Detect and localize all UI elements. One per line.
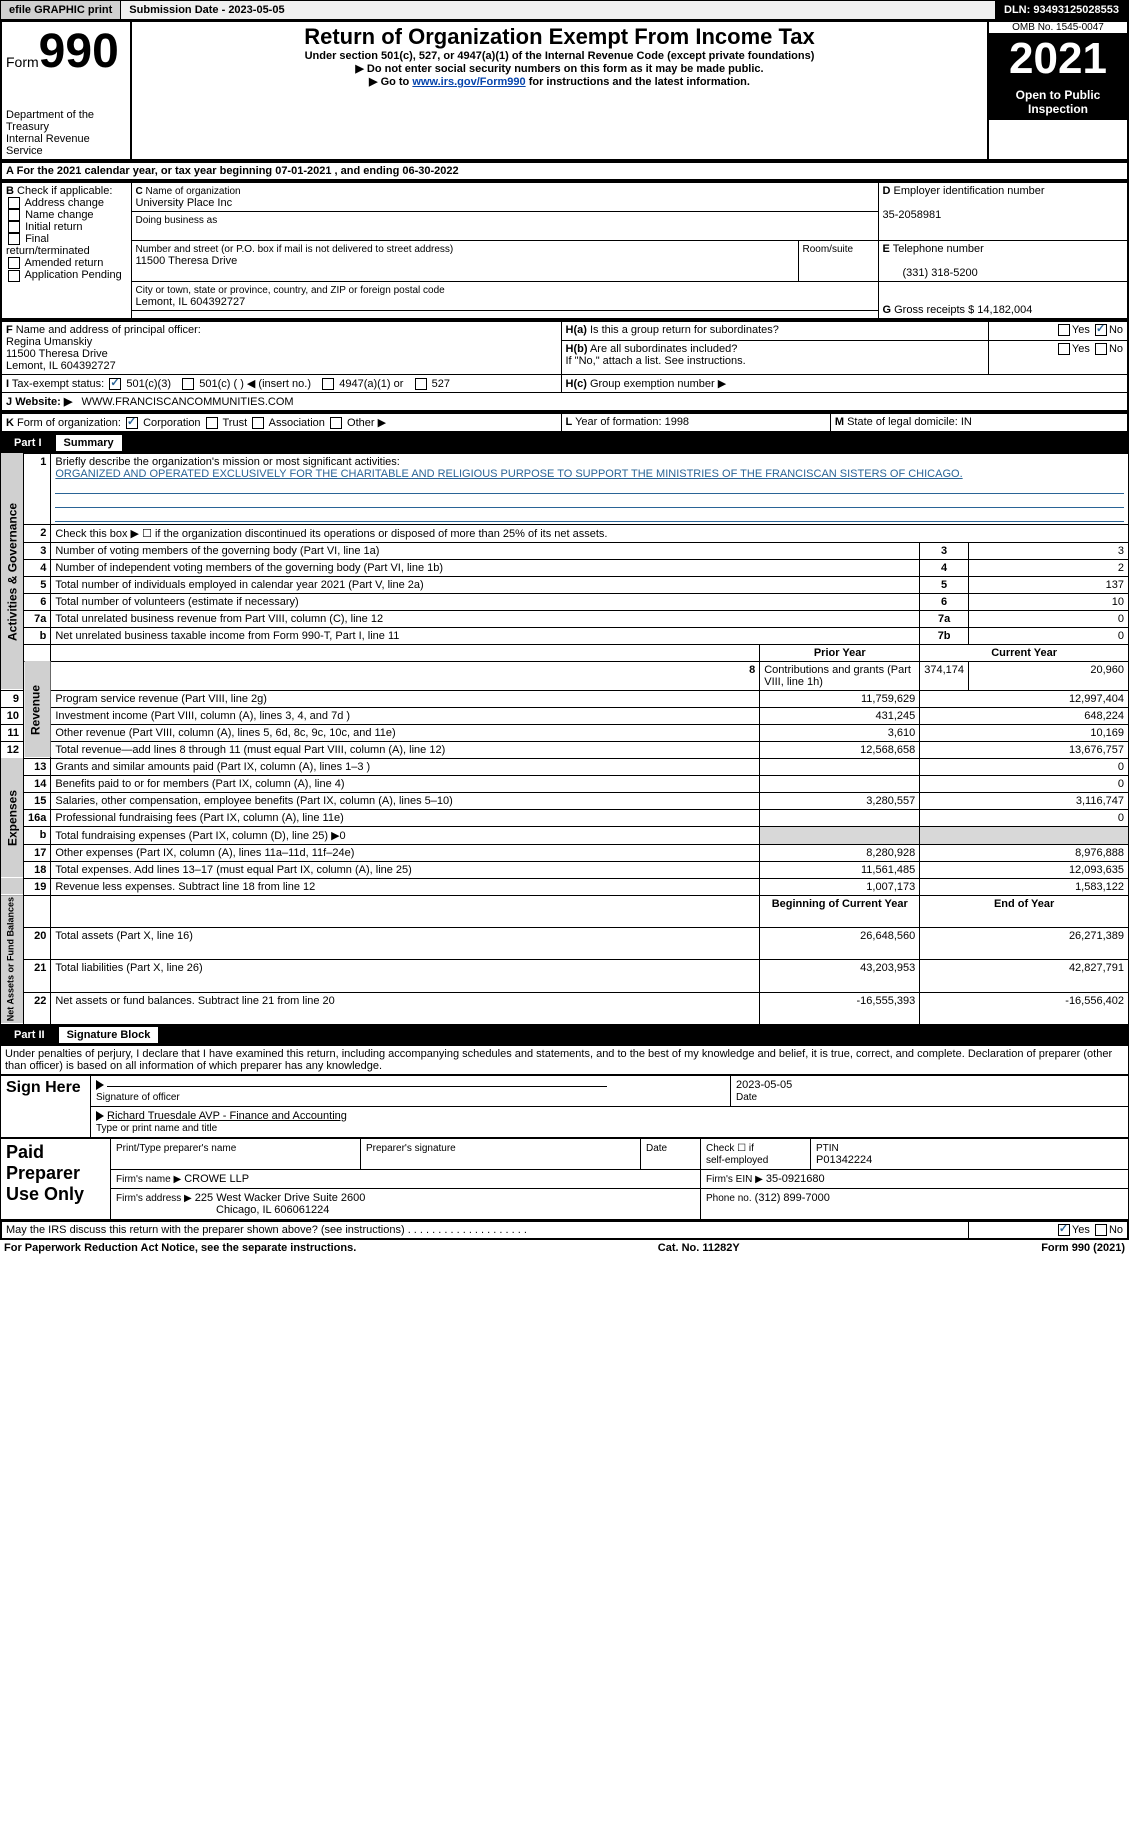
triangle-icon (96, 1080, 104, 1090)
chk-hb-yes[interactable] (1058, 343, 1070, 355)
chk-501c[interactable] (182, 378, 194, 390)
chk-assoc[interactable] (252, 417, 264, 429)
chk-ha-yes[interactable] (1058, 324, 1070, 336)
firm-ein: 35-0921680 (766, 1173, 825, 1185)
officer-addr1: 11500 Theresa Drive (6, 348, 108, 360)
website: WWW.FRANCISCANCOMMUNITIES.COM (82, 396, 294, 408)
page-footer: For Paperwork Reduction Act Notice, see … (0, 1240, 1129, 1256)
chk-501c3[interactable] (109, 378, 121, 390)
perjury-declaration: Under penalties of perjury, I declare th… (0, 1045, 1129, 1075)
paid-preparer-label: Paid Preparer Use Only (1, 1138, 111, 1219)
chk-ha-no[interactable] (1095, 324, 1107, 336)
chk-address-change[interactable] (8, 197, 20, 209)
dln-number: DLN: 93493125028553 (996, 1, 1128, 19)
officer-addr2: Lemont, IL 604392727 (6, 360, 116, 372)
firm-addr1: 225 West Wacker Drive Suite 2600 (195, 1192, 366, 1204)
dept-treasury: Department of the Treasury (6, 109, 126, 133)
ptin: P01342224 (816, 1154, 872, 1166)
discuss-question: May the IRS discuss this return with the… (1, 1221, 968, 1239)
open-to-public: Open to Public Inspection (989, 84, 1127, 120)
form-word: Form (6, 54, 39, 70)
part2-header: Part IISignature Block (0, 1025, 1129, 1045)
chk-initial-return[interactable] (8, 221, 20, 233)
sign-date: 2023-05-05 (736, 1079, 792, 1091)
chk-hb-no[interactable] (1095, 343, 1107, 355)
part1-header: Part ISummary (0, 433, 1129, 453)
top-bar: efile GRAPHIC print Submission Date - 20… (0, 0, 1129, 20)
form-subtitle-1: Under section 501(c), 527, or 4947(a)(1)… (136, 50, 983, 62)
tax-year: 2021 (1009, 34, 1107, 83)
firm-addr2: Chicago, IL 606061224 (116, 1204, 329, 1216)
form-header: Form990 Department of the Treasury Inter… (0, 20, 1129, 161)
side-label-na: Net Assets or Fund Balances (1, 895, 24, 1024)
firm-phone: (312) 899-7000 (755, 1192, 830, 1204)
chk-other[interactable] (330, 417, 342, 429)
state-domicile: IN (961, 416, 972, 428)
chk-name-change[interactable] (8, 209, 20, 221)
officer-name: Regina Umanskiy (6, 336, 92, 348)
section-b-label: Check if applicable: (17, 185, 112, 197)
form-number: 990 (39, 25, 119, 78)
chk-discuss-no[interactable] (1095, 1224, 1107, 1236)
submission-date: Submission Date - 2023-05-05 (121, 1, 996, 19)
chk-527[interactable] (415, 378, 427, 390)
chk-corp[interactable] (126, 417, 138, 429)
chk-final-return[interactable] (8, 233, 20, 245)
form-subtitle-3: ▶ Go to www.irs.gov/Form990 for instruct… (136, 75, 983, 88)
firm-name: CROWE LLP (184, 1173, 249, 1185)
sign-here-label: Sign Here (1, 1075, 91, 1137)
org-street: 11500 Theresa Drive (136, 255, 238, 267)
section-a-tax-year: A For the 2021 calendar year, or tax yea… (1, 162, 1128, 180)
chk-trust[interactable] (206, 417, 218, 429)
ein: 35-2058981 (883, 209, 942, 221)
year-formation: 1998 (665, 416, 689, 428)
side-label-ag: Activities & Governance (1, 453, 24, 690)
form-subtitle-2: ▶ Do not enter social security numbers o… (136, 62, 983, 75)
efile-print-button[interactable]: efile GRAPHIC print (1, 1, 121, 19)
omb-number: OMB No. 1545-0047 (989, 22, 1127, 34)
triangle-icon (96, 1111, 104, 1121)
form-title: Return of Organization Exempt From Incom… (136, 24, 983, 50)
preparer-section: Paid Preparer Use Only Print/Type prepar… (0, 1138, 1129, 1220)
org-city: Lemont, IL 604392727 (136, 296, 246, 308)
mission-text: ORGANIZED AND OPERATED EXCLUSIVELY FOR T… (55, 468, 962, 480)
side-label-rev: Revenue (24, 661, 51, 758)
irs-form990-link[interactable]: www.irs.gov/Form990 (412, 76, 525, 88)
irs-label: Internal Revenue Service (6, 133, 126, 157)
gross-receipts: 14,182,004 (977, 304, 1032, 316)
side-label-exp: Expenses (1, 758, 24, 878)
officer-print-name: Richard Truesdale AVP - Finance and Acco… (107, 1110, 347, 1122)
chk-amended-return[interactable] (8, 257, 20, 269)
chk-application-pending[interactable] (8, 270, 20, 282)
chk-4947[interactable] (322, 378, 334, 390)
signature-section: Sign Here Signature of officer 2023-05-0… (0, 1075, 1129, 1138)
telephone: (331) 318-5200 (883, 267, 978, 279)
chk-discuss-yes[interactable] (1058, 1224, 1070, 1236)
org-name: University Place Inc (136, 197, 233, 209)
summary-table: Activities & Governance 1 Briefly descri… (0, 453, 1129, 1025)
